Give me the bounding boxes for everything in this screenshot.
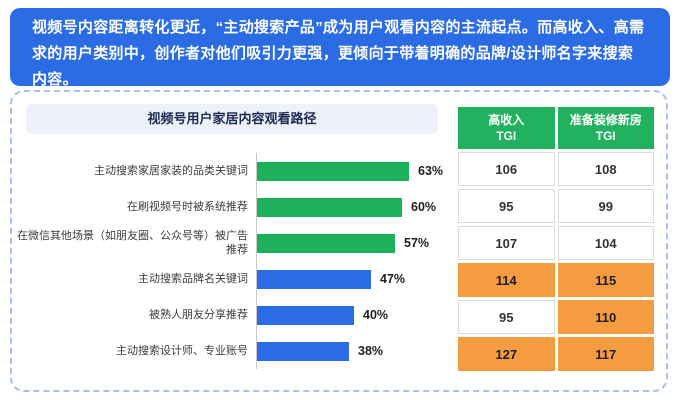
tgi-cell: 107 [458, 226, 555, 260]
bar-track: 63% [256, 153, 466, 189]
value-label: 57% [404, 236, 430, 250]
bar-track: 47% [256, 261, 466, 297]
headline-text: 视频号内容距离转化更近，“主动搜索产品”成为用户观看内容的主流起点。而高收入、高… [32, 19, 645, 88]
content-card: 视频号用户家居内容观看路径 主动搜索家居家装的品类关键词 63% 在刷视频号时被… [10, 90, 668, 392]
column-header-renovating: 准备装修新房 TGI [557, 107, 654, 149]
value-label: 38% [358, 344, 384, 358]
bar [257, 233, 395, 253]
bar [257, 269, 371, 289]
tgi-cell: 95 [458, 189, 555, 223]
chart-row: 主动搜索品牌名关键词 47% [16, 261, 466, 297]
tgi-cell: 99 [557, 189, 654, 223]
category-label: 主动搜索品牌名关键词 [138, 273, 248, 285]
tgi-cell: 106 [458, 152, 555, 186]
bar-chart: 主动搜索家居家装的品类关键词 63% 在刷视频号时被系统推荐 60% 在微信其他… [16, 153, 466, 369]
tgi-cell: 104 [557, 226, 654, 260]
tgi-table: 高收入 TGI 准备装修新房 TGI 106 108 [455, 104, 657, 374]
tgi-cell: 108 [557, 152, 654, 186]
table-row: 127 117 [458, 337, 654, 371]
table-header-row: 高收入 TGI 准备装修新房 TGI [458, 107, 654, 149]
tgi-cell: 115 [557, 263, 654, 297]
bar [257, 161, 409, 181]
value-label: 63% [418, 164, 444, 178]
chart-row: 在刷视频号时被系统推荐 60% [16, 189, 466, 225]
table-row: 106 108 [458, 152, 654, 186]
category-label: 主动搜索家居家装的品类关键词 [94, 165, 248, 177]
chart-panel: 视频号用户家居内容观看路径 主动搜索家居家装的品类关键词 63% 在刷视频号时被… [16, 104, 466, 369]
tgi-cell: 110 [557, 300, 654, 334]
table-row: 114 115 [458, 263, 654, 297]
tgi-cell: 127 [458, 337, 555, 371]
table-row: 95 110 [458, 300, 654, 334]
table-row: 95 99 [458, 189, 654, 223]
tgi-cell: 117 [557, 337, 654, 371]
bar [257, 341, 349, 361]
chart-row: 主动搜索家居家装的品类关键词 63% [16, 153, 466, 189]
chart-row: 被熟人朋友分享推荐 40% [16, 297, 466, 333]
bar-track: 60% [256, 189, 466, 225]
chart-title: 视频号用户家居内容观看路径 [26, 104, 438, 134]
tgi-cell: 95 [458, 300, 555, 334]
headline-banner: 视频号内容距离转化更近，“主动搜索产品”成为用户观看内容的主流起点。而高收入、高… [10, 8, 670, 88]
category-label: 在刷视频号时被系统推荐 [127, 201, 248, 213]
category-label: 被熟人朋友分享推荐 [149, 309, 248, 321]
category-label: 在微信其他场景（如朋友圈、公众号等）被广告推荐 [17, 230, 248, 256]
bar-track: 38% [256, 333, 466, 369]
bar [257, 197, 402, 217]
value-label: 60% [411, 200, 437, 214]
value-label: 40% [363, 308, 389, 322]
chart-row: 主动搜索设计师、专业账号 38% [16, 333, 466, 369]
bar [257, 305, 354, 325]
category-label: 主动搜索设计师、专业账号 [116, 345, 248, 357]
table-row: 107 104 [458, 226, 654, 260]
tgi-table-panel: 高收入 TGI 准备装修新房 TGI 106 108 [455, 104, 657, 374]
tgi-cell: 114 [458, 263, 555, 297]
chart-row: 在微信其他场景（如朋友圈、公众号等）被广告推荐 57% [16, 225, 466, 261]
bar-track: 40% [256, 297, 466, 333]
value-label: 47% [380, 272, 406, 286]
column-header-high-income: 高收入 TGI [458, 107, 555, 149]
bar-track: 57% [256, 225, 466, 261]
